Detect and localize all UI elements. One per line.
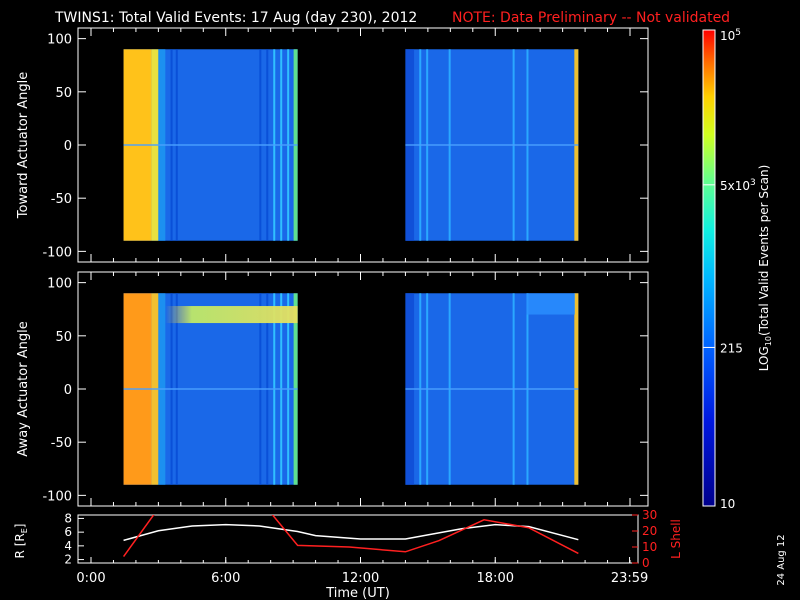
high-count-band [165, 306, 298, 324]
y-tick-label: -50 [51, 436, 72, 451]
left-tick-label: 4 [64, 539, 72, 553]
colorbar-ticks: 10 215 5x103 105 [703, 28, 756, 511]
time-tick-label: 23:59 [611, 571, 648, 586]
right-tick-label: 30 [642, 508, 657, 522]
data-block [123, 49, 298, 241]
away-panel: 100 50 0 -50 -100 [42, 272, 648, 506]
colorbar-label: LOG10(Total Valid Events per Scan) [757, 165, 773, 372]
time-tick-label: 18:00 [477, 571, 514, 586]
plot-title: TWINS1: Total Valid Events: 17 Aug (day … [54, 10, 417, 26]
lshell-series-line [122, 515, 579, 558]
colorbar-tick-label: 10 [720, 497, 735, 511]
colorbar-tick-label: 215 [720, 341, 743, 355]
y-tick-label: 0 [64, 139, 72, 154]
y-tick-label: 100 [47, 33, 72, 48]
right-tick-label: 20 [642, 524, 657, 538]
r-series-line [123, 523, 579, 542]
y-tick-label: -100 [42, 245, 72, 260]
y-tick-label: 50 [55, 330, 72, 345]
y-tick-label: 50 [55, 86, 72, 101]
ephem-left-label: R [RE] [13, 524, 29, 559]
time-tick-label: 6:00 [211, 571, 240, 586]
away-ylabel: Away Actuator Angle [16, 321, 31, 456]
colorbar-tick-label: 105 [720, 28, 741, 43]
upper-region [526, 293, 575, 315]
data-block [123, 293, 298, 485]
data-block [405, 49, 579, 241]
ephem-right-label: L Shell [669, 519, 683, 559]
right-tick-label: 10 [642, 540, 657, 554]
ephemeris-panel-frame [77, 514, 639, 564]
preliminary-note: NOTE: Data Preliminary -- Not validated [452, 10, 730, 26]
toward-ylabel: Toward Actuator Angle [16, 72, 31, 219]
left-tick-label: 8 [64, 511, 72, 525]
y-tick-label: -100 [42, 489, 72, 504]
colorbar-tick-label: 5x103 [720, 178, 756, 193]
time-tick-label: 0:00 [76, 571, 105, 586]
y-tick-label: 0 [64, 383, 72, 398]
left-tick-label: 2 [64, 553, 72, 567]
right-tick-label: 0 [642, 556, 650, 570]
y-tick-label: 100 [47, 277, 72, 292]
data-block [405, 293, 579, 485]
left-tick-label: 6 [64, 525, 72, 539]
toward-panel: 100 50 0 -50 -100 [42, 28, 648, 262]
time-axis-label: Time (UT) [325, 586, 390, 600]
date-stamp: 24 Aug 12 [776, 534, 787, 585]
y-tick-label: -50 [51, 192, 72, 207]
time-tick-label: 12:00 [342, 571, 379, 586]
colorbar [702, 29, 716, 507]
